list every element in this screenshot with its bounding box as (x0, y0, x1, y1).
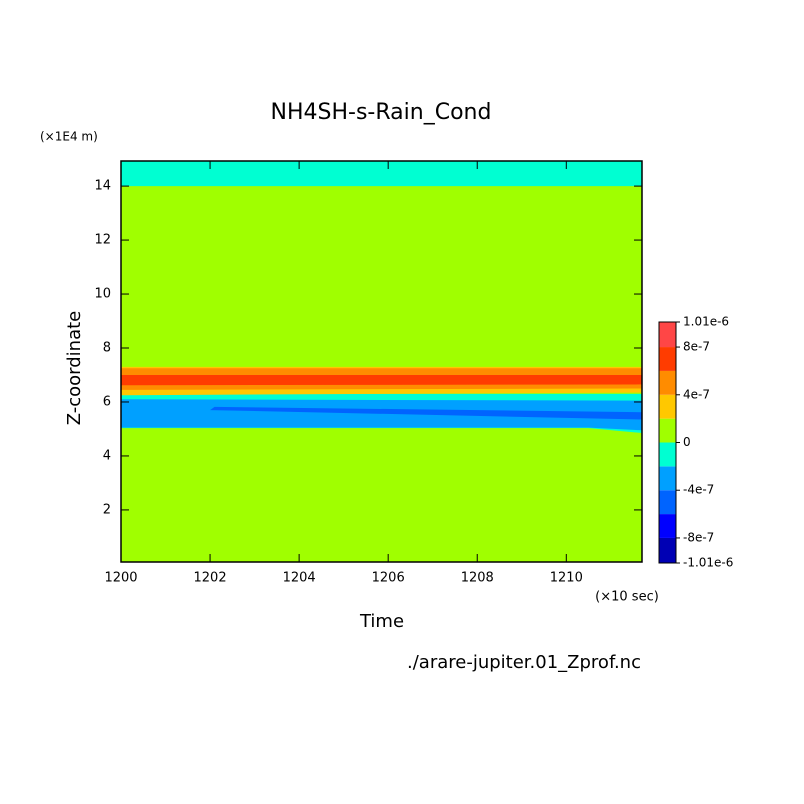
x-tick-label: 1202 (194, 571, 227, 586)
colorbar-band (659, 394, 676, 419)
x-tick-label: 1200 (104, 571, 137, 586)
contour-region (121, 374, 642, 386)
colorbar-band (659, 466, 676, 491)
y-tick-label: 4 (103, 448, 111, 463)
contour-area (121, 161, 642, 562)
colorbar-band (659, 490, 676, 515)
colorbar-tick-label: 1.01e-6 (683, 315, 729, 329)
chart-title: NH4SH-s-Rain_Cond (271, 100, 492, 125)
colorbar-band (659, 370, 676, 395)
colorbar-band (659, 537, 676, 563)
y-tick-label: 10 (94, 287, 111, 302)
colorbar-band (659, 322, 676, 348)
y-tick-label: 2 (103, 502, 111, 517)
colorbar-tick-label: 8e-7 (683, 340, 710, 354)
y-tick-label: 8 (103, 341, 111, 356)
colorbar-tick-label: 4e-7 (683, 387, 710, 401)
contour-region (210, 406, 642, 420)
x-unit: (×10 sec) (595, 590, 659, 605)
colorbar-tick-label: -4e-7 (683, 483, 714, 497)
colorbar-tick-label: -1.01e-6 (683, 556, 733, 570)
colorbar-band (659, 347, 676, 371)
x-tick-label: 1204 (283, 571, 316, 586)
x-tick-label: 1210 (550, 571, 583, 586)
colorbar-tick-label: -8e-7 (683, 530, 714, 544)
y-axis-label: Z-coordinate (64, 311, 85, 426)
plot-frame (120, 160, 643, 563)
colorbar-band (659, 418, 676, 443)
contour-region (121, 161, 642, 562)
x-tick-label: 1206 (372, 571, 405, 586)
y-tick-label: 6 (103, 394, 111, 409)
x-axis-label: Time (359, 611, 404, 632)
contour-region (121, 161, 642, 187)
x-tick-label: 1208 (461, 571, 494, 586)
colorbar-band (659, 442, 676, 467)
y-tick-label: 14 (94, 179, 111, 194)
colorbar-band (659, 514, 676, 538)
contour-region (121, 399, 642, 431)
colorbar-tick-label: 0 (683, 435, 691, 449)
footnote: ./arare-jupiter.01_Zprof.nc (407, 652, 641, 673)
y-unit: (×1E4 m) (40, 130, 98, 144)
y-tick-label: 12 (94, 233, 111, 248)
